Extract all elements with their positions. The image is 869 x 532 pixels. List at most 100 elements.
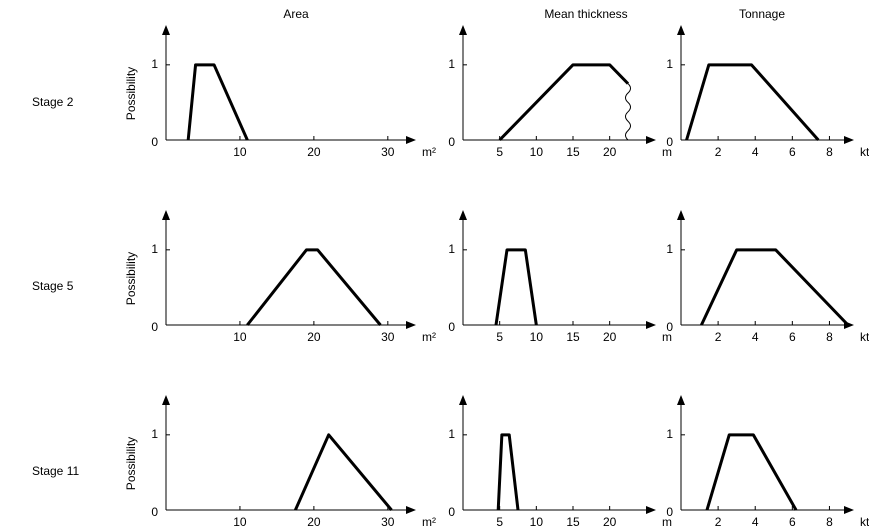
column-title: Area	[283, 7, 309, 21]
x-axis-arrow	[406, 506, 416, 514]
y-tick-label: 0	[448, 320, 455, 334]
possibility-line	[294, 433, 393, 511]
y-axis-arrow	[677, 395, 685, 405]
column-title: Tonnage	[739, 7, 785, 21]
x-tick-label: 2	[715, 515, 722, 529]
x-tick-label: 5	[496, 515, 503, 529]
panel: m² Possibility 10 20 30 0 1	[124, 210, 436, 344]
possibility-line	[494, 248, 538, 326]
x-tick-label: 4	[752, 330, 759, 344]
x-tick-label: 20	[603, 145, 617, 159]
y-tick-label: 1	[151, 57, 158, 71]
x-axis-unit: m	[662, 515, 672, 529]
y-tick-label: 0	[448, 135, 455, 149]
x-axis-arrow	[844, 506, 854, 514]
x-axis-arrow	[646, 506, 656, 514]
row-label: Stage 2	[32, 95, 74, 109]
x-tick-label: 6	[789, 145, 796, 159]
y-tick-label: 1	[151, 427, 158, 441]
x-tick-label: 8	[826, 330, 833, 344]
x-axis-arrow	[646, 321, 656, 329]
x-tick-label: 30	[381, 145, 395, 159]
y-axis-label: Possibility	[124, 437, 138, 490]
x-tick-label: 10	[530, 330, 544, 344]
x-axis-unit: m²	[422, 145, 436, 159]
x-axis-arrow	[844, 136, 854, 144]
y-tick-label: 0	[151, 320, 158, 334]
y-tick-label: 0	[448, 505, 455, 519]
x-tick-label: 2	[715, 145, 722, 159]
possibility-line	[186, 63, 249, 141]
x-tick-label: 10	[233, 330, 247, 344]
y-axis-label: Possibility	[124, 67, 138, 120]
x-tick-label: 2	[715, 330, 722, 344]
y-axis-arrow	[459, 395, 467, 405]
x-tick-label: 6	[789, 330, 796, 344]
x-tick-label: 30	[381, 515, 395, 529]
y-axis-arrow	[677, 210, 685, 220]
panel: m² Possibility 10 20 30 0 1	[124, 395, 436, 529]
x-tick-label: 20	[307, 330, 321, 344]
y-tick-label: 1	[448, 427, 455, 441]
x-tick-label: 30	[381, 330, 395, 344]
y-axis-arrow	[459, 25, 467, 35]
y-tick-label: 0	[666, 135, 673, 149]
x-tick-label: 10	[530, 145, 544, 159]
x-axis-unit: m	[662, 330, 672, 344]
y-tick-label: 0	[151, 505, 158, 519]
row-label: Stage 11	[32, 464, 79, 478]
x-axis-unit: m	[662, 145, 672, 159]
x-tick-label: 6	[789, 515, 796, 529]
y-axis-label: Possibility	[124, 252, 138, 305]
x-axis-unit: kt	[860, 515, 869, 529]
x-tick-label: 20	[603, 330, 617, 344]
x-tick-label: 10	[233, 515, 247, 529]
possibility-line	[700, 248, 850, 327]
panel: kt 2 4 6 8 0 1	[666, 210, 869, 344]
x-tick-label: 10	[530, 515, 544, 529]
x-axis-unit: m²	[422, 515, 436, 529]
x-tick-label: 5	[496, 330, 503, 344]
x-tick-label: 15	[566, 330, 580, 344]
y-axis-arrow	[162, 210, 170, 220]
x-axis-unit: kt	[860, 330, 869, 344]
x-tick-label: 5	[496, 145, 503, 159]
y-tick-label: 1	[448, 242, 455, 256]
y-tick-label: 1	[666, 427, 673, 441]
x-tick-label: 20	[307, 515, 321, 529]
x-axis-unit: m²	[422, 330, 436, 344]
row-label: Stage 5	[32, 279, 74, 293]
x-tick-label: 20	[307, 145, 321, 159]
truncation-wiggle	[625, 83, 631, 141]
column-title: Mean thickness	[544, 7, 627, 21]
x-tick-label: 4	[752, 145, 759, 159]
panel: kt 2 4 6 8 0 1	[666, 25, 869, 159]
x-axis-arrow	[406, 136, 416, 144]
y-tick-label: 0	[151, 135, 158, 149]
x-tick-label: 15	[566, 145, 580, 159]
x-axis-unit: kt	[860, 145, 869, 159]
possibility-line	[705, 433, 798, 511]
y-tick-label: 0	[666, 505, 673, 519]
possibility-line	[246, 248, 382, 326]
y-tick-label: 0	[666, 320, 673, 334]
x-tick-label: 15	[566, 515, 580, 529]
x-axis-arrow	[406, 321, 416, 329]
y-tick-label: 1	[448, 57, 455, 71]
x-axis-arrow	[646, 136, 656, 144]
x-tick-label: 10	[233, 145, 247, 159]
y-tick-label: 1	[151, 242, 158, 256]
y-axis-arrow	[162, 395, 170, 405]
possibility-line	[685, 63, 820, 141]
y-axis-arrow	[459, 210, 467, 220]
y-tick-label: 1	[666, 242, 673, 256]
y-tick-label: 1	[666, 57, 673, 71]
panel: m² Possibility 10 20 30 0 1	[124, 25, 436, 159]
y-axis-arrow	[162, 25, 170, 35]
x-tick-label: 4	[752, 515, 759, 529]
x-tick-label: 8	[826, 515, 833, 529]
